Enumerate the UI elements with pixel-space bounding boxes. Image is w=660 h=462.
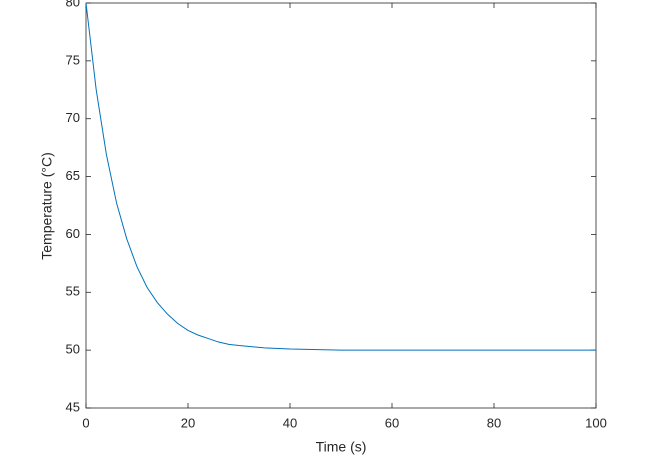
y-tick-label: 55 xyxy=(66,284,80,299)
y-tick-label: 45 xyxy=(66,399,80,414)
y-tick-label: 65 xyxy=(66,168,80,183)
y-tick-label: 70 xyxy=(66,110,80,125)
y-tick-label: 50 xyxy=(66,342,80,357)
line xyxy=(85,2,596,351)
y-tick-label: 80 xyxy=(66,0,80,9)
x-tick-label: 20 xyxy=(181,415,195,430)
x-tick-label: 0 xyxy=(82,415,89,430)
y-tick-label: 60 xyxy=(66,226,80,241)
x-tick-label: 40 xyxy=(283,415,297,430)
y-tick-label: 75 xyxy=(66,52,80,67)
x-tick-label: 80 xyxy=(487,415,501,430)
y-axis-label: Temperature (°C) xyxy=(39,152,55,260)
x-tick-label: 60 xyxy=(385,415,399,430)
plot-area xyxy=(85,2,597,409)
x-axis-label: Time (s) xyxy=(316,439,367,455)
x-tick-label: 100 xyxy=(585,415,607,430)
